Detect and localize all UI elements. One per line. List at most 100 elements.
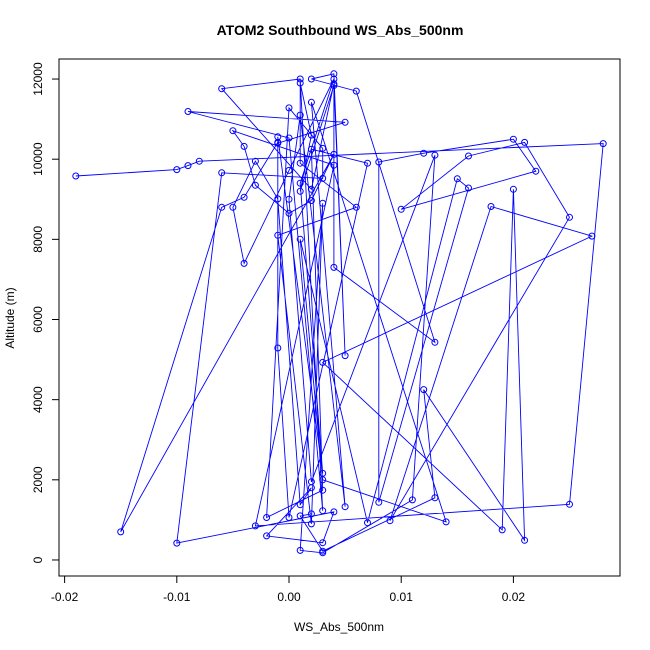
- data-point: [375, 158, 383, 166]
- data-point: [296, 159, 304, 167]
- data-point: [453, 175, 461, 183]
- data-point: [117, 528, 125, 536]
- data-point: [431, 151, 439, 159]
- data-point: [330, 263, 338, 271]
- data-point: [251, 157, 259, 165]
- data-point: [319, 144, 327, 152]
- data-point: [566, 213, 573, 221]
- data-point: [319, 486, 327, 494]
- data-point: [274, 139, 282, 147]
- data-point: [251, 522, 259, 530]
- axes-layer: -0.02 -0.01 0.00 0.01 0.02 0 2000 4000 6000 8000 1…: [31, 62, 525, 604]
- y-tick-label: 10000: [31, 142, 45, 176]
- data-point: [285, 134, 293, 142]
- data-point: [420, 386, 428, 394]
- data-point: [296, 75, 304, 83]
- x-axis-label: WS_Abs_500nm: [294, 620, 384, 634]
- data-point: [532, 167, 540, 175]
- data-point: [296, 187, 304, 195]
- chart-title: ATOM2 Southbound WS_Abs_500nm: [217, 22, 464, 38]
- data-point: [296, 512, 304, 520]
- data-point: [431, 494, 439, 502]
- data-point: [296, 546, 304, 554]
- data-point: [465, 184, 472, 192]
- data-point: [307, 75, 315, 83]
- data-point: [397, 205, 405, 213]
- data-point: [521, 138, 529, 146]
- x-tick-label: -0.01: [163, 590, 191, 604]
- data-point: [240, 193, 248, 201]
- data-point: [307, 478, 315, 486]
- data-point: [274, 231, 282, 239]
- x-tick-label: 0.02: [502, 590, 526, 604]
- x-tick-label: 0.01: [390, 590, 414, 604]
- data-point: [588, 232, 596, 240]
- data-point: [319, 507, 327, 515]
- data-point: [184, 108, 192, 115]
- data-point: [352, 87, 360, 95]
- data-point: [218, 203, 226, 211]
- data-point: [521, 536, 529, 544]
- data-point: [319, 547, 327, 555]
- data-point: [442, 518, 450, 526]
- data-point: [319, 199, 327, 207]
- data-point: [386, 517, 394, 525]
- data-point: [307, 185, 315, 193]
- data-point: [263, 514, 271, 521]
- data-point: [420, 149, 428, 157]
- y-tick-label: 2000: [31, 466, 45, 493]
- y-tick-label: 0: [31, 556, 45, 563]
- data-point: [285, 166, 293, 174]
- data-point: [352, 203, 360, 211]
- data-point: [285, 209, 293, 217]
- data-point: [307, 131, 315, 139]
- data-point: [218, 85, 226, 93]
- series-layer: [72, 70, 607, 557]
- data-point: [218, 169, 226, 177]
- x-tick-label: -0.02: [51, 590, 79, 604]
- data-point: [566, 500, 573, 508]
- data-point: [319, 174, 327, 182]
- data-point: [330, 508, 338, 516]
- series-line: [75, 73, 604, 554]
- data-point: [285, 104, 293, 112]
- data-point: [307, 98, 315, 106]
- data-point: [509, 185, 517, 193]
- data-point: [431, 338, 439, 346]
- data-point: [274, 344, 282, 352]
- data-point: [330, 70, 338, 78]
- data-point: [408, 496, 416, 504]
- data-point: [330, 161, 338, 169]
- data-point: [285, 514, 293, 521]
- data-point: [330, 82, 338, 89]
- data-point: [296, 179, 304, 187]
- data-point: [509, 135, 517, 143]
- data-point: [341, 352, 349, 360]
- data-point: [173, 539, 181, 547]
- data-point: [274, 195, 282, 203]
- data-point: [263, 532, 271, 540]
- y-tick-label: 6000: [31, 306, 45, 333]
- data-point: [375, 498, 383, 506]
- data-point: [296, 235, 304, 243]
- data-point: [229, 203, 237, 211]
- y-tick-label: 4000: [31, 386, 45, 413]
- data-point: [599, 140, 607, 148]
- data-point: [195, 157, 203, 165]
- data-point: [341, 118, 349, 126]
- data-point: [184, 162, 192, 170]
- y-axis-label: Altitude (m): [3, 287, 17, 348]
- data-point: [307, 510, 315, 518]
- data-point: [173, 166, 181, 174]
- data-point: [240, 259, 248, 267]
- data-point: [307, 197, 315, 204]
- data-point: [296, 79, 304, 87]
- data-point: [364, 159, 371, 167]
- y-tick-label: 12000: [31, 62, 45, 96]
- data-point: [319, 358, 327, 366]
- data-point: [296, 501, 304, 509]
- data-point: [307, 145, 315, 153]
- data-point: [330, 150, 338, 158]
